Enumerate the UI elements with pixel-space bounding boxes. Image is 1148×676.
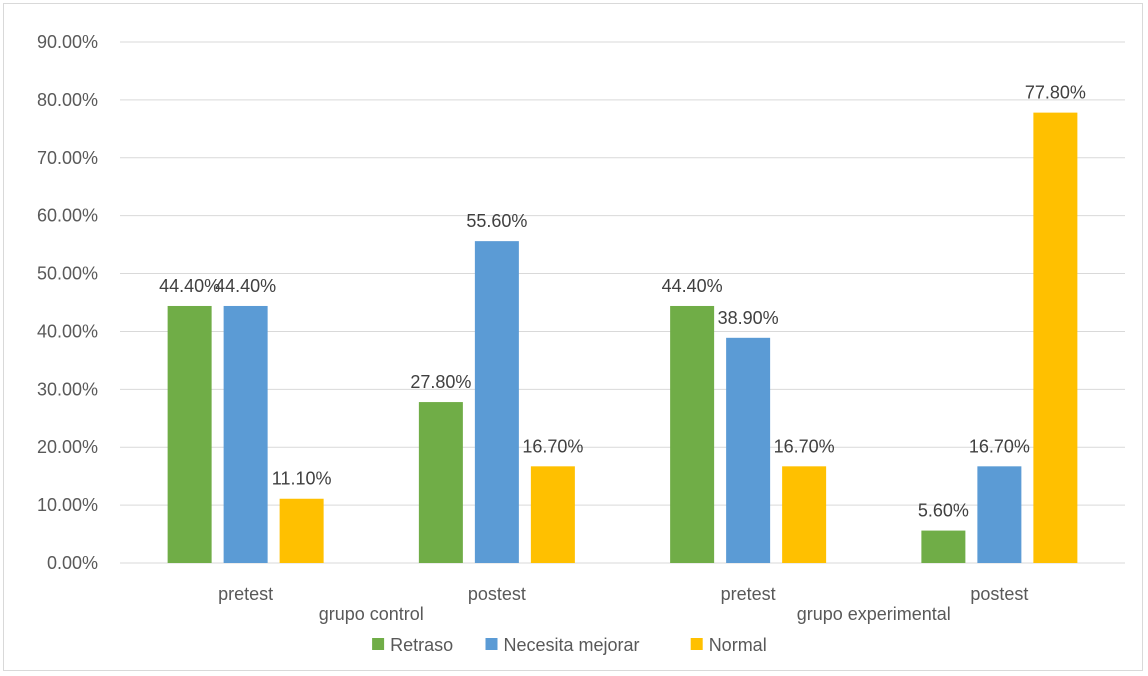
data-label: 16.70% <box>969 436 1030 456</box>
legend-swatch <box>372 638 385 650</box>
legend-swatch <box>485 638 498 650</box>
legend-label: Normal <box>709 635 767 655</box>
data-label: 16.70% <box>522 436 583 456</box>
y-tick-label: 90.00% <box>37 32 98 52</box>
bar <box>530 466 575 563</box>
data-label: 11.10% <box>272 469 332 489</box>
bar <box>782 466 827 563</box>
y-tick-label: 30.00% <box>37 379 98 399</box>
bar <box>670 305 715 563</box>
legend-swatch <box>690 638 703 650</box>
group-label: grupo control <box>319 604 424 624</box>
x-tick-label: pretest <box>218 584 273 604</box>
bar <box>726 337 771 563</box>
y-tick-label: 20.00% <box>37 437 98 457</box>
legend-label: Retraso <box>390 635 453 655</box>
data-label: 5.60% <box>918 501 969 521</box>
y-tick-label: 40.00% <box>37 321 98 341</box>
bar <box>474 241 519 564</box>
x-tick-label: pretest <box>721 584 776 604</box>
y-tick-label: 70.00% <box>37 148 98 168</box>
bar <box>1033 112 1078 563</box>
y-tick-label: 60.00% <box>37 206 98 226</box>
legend-label: Necesita mejorar <box>504 635 640 655</box>
data-label: 77.80% <box>1025 83 1086 103</box>
y-tick-label: 50.00% <box>37 264 98 284</box>
data-label: 27.80% <box>410 372 471 392</box>
x-tick-label: postest <box>970 584 1028 604</box>
data-label: 16.70% <box>774 436 835 456</box>
data-label: 38.90% <box>718 308 779 328</box>
data-label: 55.60% <box>466 211 527 231</box>
data-label: 44.40% <box>159 276 220 296</box>
bar <box>921 530 966 563</box>
data-label: 44.40% <box>662 276 723 296</box>
group-label: grupo experimental <box>797 604 951 624</box>
y-tick-label: 0.00% <box>47 553 98 573</box>
bar <box>418 402 463 563</box>
bar <box>223 305 268 563</box>
data-label: 44.40% <box>215 276 276 296</box>
bar <box>167 305 212 563</box>
x-tick-label: postest <box>468 584 526 604</box>
bar <box>279 498 324 563</box>
y-tick-label: 10.00% <box>37 495 98 515</box>
bar <box>977 466 1022 563</box>
y-tick-label: 80.00% <box>37 90 98 110</box>
